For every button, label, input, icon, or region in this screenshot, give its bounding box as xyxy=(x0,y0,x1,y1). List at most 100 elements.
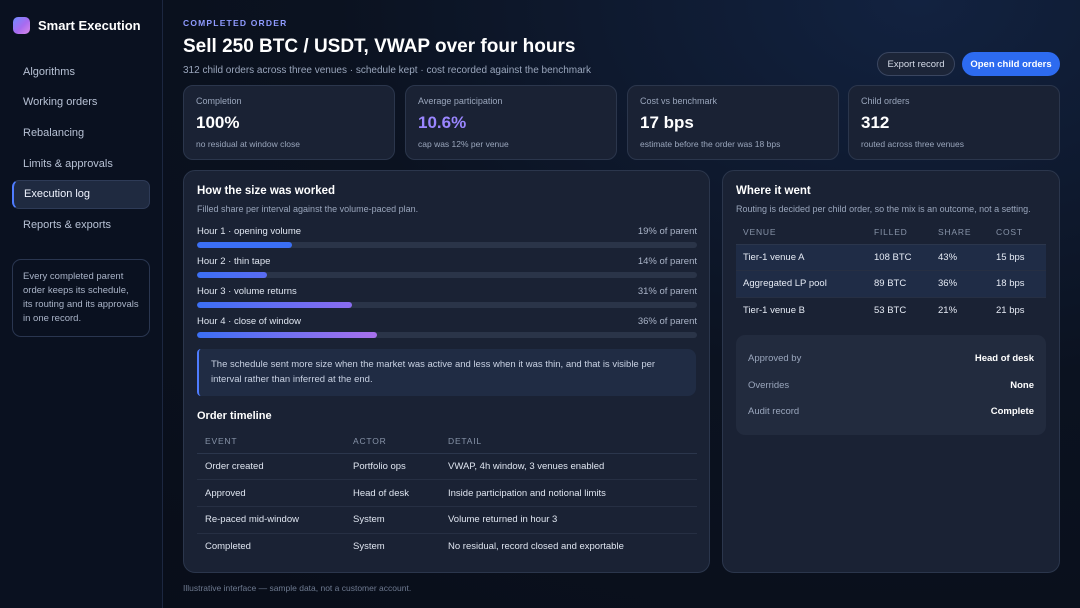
venue-name: Tier-1 venue B xyxy=(743,305,805,316)
main-content: COMPLETED ORDER Sell 250 BTC / USDT, VWA… xyxy=(183,0,1060,608)
timeline-event: Completed xyxy=(205,541,251,553)
footer-disclaimer: Illustrative interface — sample data, no… xyxy=(183,583,412,593)
timeline-detail: VWAP, 4h window, 3 venues enabled xyxy=(440,453,697,481)
app-logo-icon xyxy=(13,17,30,34)
stat-card-child-orders: Child orders 312 routed across three ven… xyxy=(848,85,1060,160)
stat-label: Completion xyxy=(196,96,242,106)
open-child-orders-button[interactable]: Open child orders xyxy=(962,52,1060,76)
column-header-detail: DETAIL xyxy=(440,429,697,454)
approval-label: Overrides xyxy=(748,379,790,391)
timeline-detail: Inside participation and notional limits xyxy=(440,479,697,507)
interval-bar-row: Hour 3 · volume returns 31% of parent xyxy=(197,286,697,316)
venue-filled: 53 BTC xyxy=(874,305,907,316)
stat-card-cost: Cost vs benchmark 17 bps estimate before… xyxy=(627,85,839,160)
venue-table: VENUE FILLED SHARE COST Tier-1 venue A 1… xyxy=(736,221,1046,324)
stat-note: no residual at window close xyxy=(196,139,300,149)
stat-value: 100% xyxy=(196,113,240,132)
stat-note: routed across three venues xyxy=(861,139,965,149)
sidebar-item-rebalancing[interactable]: Rebalancing xyxy=(23,126,85,139)
stat-cards: Completion 100% no residual at window cl… xyxy=(183,85,1060,160)
sidebar-item-limits-approvals[interactable]: Limits & approvals xyxy=(23,157,113,170)
interval-label: Hour 2 · thin tape xyxy=(197,256,271,267)
stat-label: Cost vs benchmark xyxy=(640,96,718,106)
table-row[interactable]: Aggregated LP pool 89 BTC 36% 18 bps xyxy=(736,270,1046,298)
interval-value: 31% of parent xyxy=(637,286,697,297)
sidebar-item-reports-exports[interactable]: Reports & exports xyxy=(23,218,112,231)
timeline-detail: No residual, record closed and exportabl… xyxy=(448,541,624,553)
venue-name: Tier-1 venue A xyxy=(736,244,867,271)
approval-label: Approved by xyxy=(748,352,802,364)
interval-bars: Hour 1 · opening volume 19% of parent Ho… xyxy=(197,226,697,346)
progress-fill xyxy=(197,272,267,278)
interval-label: Hour 3 · volume returns xyxy=(197,286,297,297)
worked-subtitle: Filled share per interval against the vo… xyxy=(197,204,419,214)
table-header-row: VENUE FILLED SHARE COST xyxy=(736,221,1046,245)
schedule-callout: The schedule sent more size when the mar… xyxy=(197,349,696,396)
stat-card-participation: Average participation 10.6% cap was 12% … xyxy=(405,85,617,160)
export-record-button[interactable]: Export record xyxy=(877,52,955,76)
venue-share: 21% xyxy=(938,305,958,316)
approval-value: None xyxy=(1010,379,1034,391)
stat-value: 312 xyxy=(861,113,890,132)
progress-track xyxy=(197,272,697,278)
approval-value: Head of desk xyxy=(974,352,1034,364)
table-row[interactable]: Tier-1 venue A 108 BTC 43% 15 bps xyxy=(736,244,1046,271)
progress-fill xyxy=(197,242,292,248)
progress-track xyxy=(197,302,697,308)
interval-bar-row: Hour 4 · close of window 36% of parent xyxy=(197,316,697,346)
timeline-detail: Volume returned in hour 3 xyxy=(440,506,697,534)
interval-bar-row: Hour 1 · opening volume 19% of parent xyxy=(197,226,697,256)
approval-value: Complete xyxy=(990,406,1034,418)
column-header-filled: FILLED xyxy=(867,221,931,245)
stat-note: estimate before the order was 18 bps xyxy=(640,139,781,149)
order-timeline-table: EVENT ACTOR DETAIL Order created Portfol… xyxy=(197,429,697,560)
approval-row: Approved by Head of desk xyxy=(748,345,1034,372)
page-title: Sell 250 BTC / USDT, VWAP over four hour… xyxy=(183,36,576,57)
interval-value: 14% of parent xyxy=(637,256,697,267)
table-row: Order created Portfolio ops VWAP, 4h win… xyxy=(197,453,697,481)
progress-fill xyxy=(197,302,352,308)
column-header-event: EVENT xyxy=(197,429,345,454)
stat-value: 10.6% xyxy=(418,113,467,132)
app-name: Smart Execution xyxy=(38,18,141,33)
timeline-event: Re-paced mid-window xyxy=(197,506,345,534)
routing-subtitle: Routing is decided per child order, so t… xyxy=(736,204,1031,214)
worked-panel: How the size was worked Filled share per… xyxy=(183,170,710,573)
sidebar-note: Every completed parent order keeps its s… xyxy=(12,259,150,337)
column-header-actor: ACTOR xyxy=(345,429,440,454)
approval-row: Overrides None xyxy=(748,372,1034,399)
table-row[interactable]: Tier-1 venue B 53 BTC 21% 21 bps xyxy=(736,297,1046,324)
table-row: Approved Head of desk Inside participati… xyxy=(197,479,697,507)
worked-title: How the size was worked xyxy=(197,185,336,197)
approval-row: Audit record Complete xyxy=(748,398,1034,425)
progress-track xyxy=(197,332,697,338)
stat-label: Average participation xyxy=(418,96,503,106)
column-header-venue: VENUE xyxy=(736,221,867,245)
sidebar-nav: Algorithms Working orders Rebalancing Li… xyxy=(12,57,150,241)
interval-label: Hour 1 · opening volume xyxy=(197,226,302,237)
timeline-actor: System xyxy=(353,541,385,553)
stat-value: 17 bps xyxy=(640,113,694,132)
venue-cost: 15 bps xyxy=(989,244,1046,271)
venue-share: 36% xyxy=(931,270,989,298)
venue-filled: 108 BTC xyxy=(867,244,931,271)
venue-filled: 89 BTC xyxy=(867,270,931,298)
sidebar: Smart Execution Algorithms Working order… xyxy=(0,0,163,608)
timeline-event: Approved xyxy=(197,479,345,507)
interval-value: 36% of parent xyxy=(637,316,697,327)
sidebar-item-execution-log[interactable]: Execution log xyxy=(12,179,150,209)
sidebar-item-algorithms[interactable]: Algorithms xyxy=(23,65,75,78)
timeline-event: Order created xyxy=(197,453,345,481)
routing-title: Where it went xyxy=(736,185,811,197)
timeline-actor: Portfolio ops xyxy=(345,453,440,481)
venue-share: 43% xyxy=(931,244,989,271)
stat-note: cap was 12% per venue xyxy=(418,139,509,149)
table-row: Re-paced mid-window System Volume return… xyxy=(197,506,697,534)
progress-track xyxy=(197,242,697,248)
routing-panel: Where it went Routing is decided per chi… xyxy=(722,170,1060,573)
stat-card-completion: Completion 100% no residual at window cl… xyxy=(183,85,395,160)
interval-bar-row: Hour 2 · thin tape 14% of parent xyxy=(197,256,697,286)
stat-label: Child orders xyxy=(861,96,910,106)
table-row: Completed System No residual, record clo… xyxy=(197,533,697,560)
sidebar-item-working-orders[interactable]: Working orders xyxy=(23,96,98,109)
